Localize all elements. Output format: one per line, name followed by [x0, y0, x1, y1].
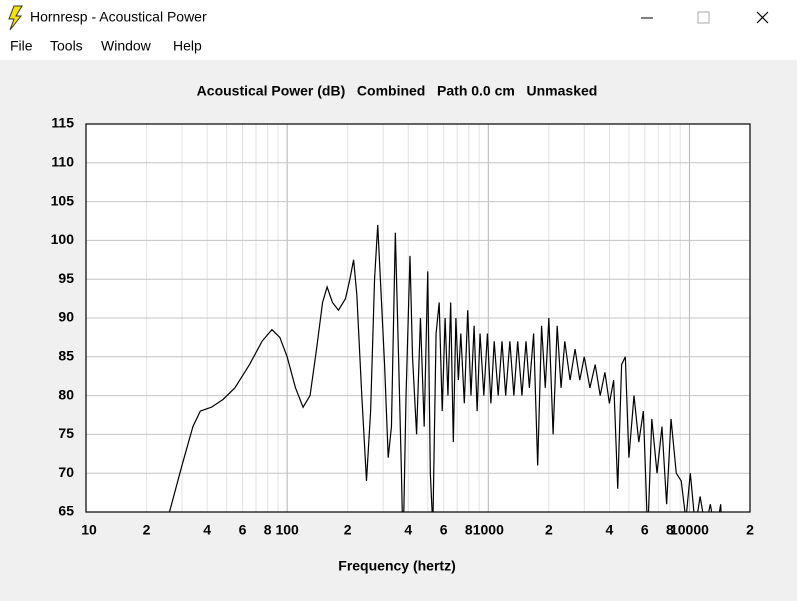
menu-bar — [0, 35, 797, 60]
x-tick-label: 1000 — [473, 522, 504, 538]
plot-border — [85, 123, 751, 513]
y-tick-label: 105 — [51, 192, 75, 208]
x-tick-label: 2 — [344, 522, 352, 538]
title-bar — [0, 0, 797, 35]
y-tick-label: 85 — [58, 348, 74, 364]
menu-item[interactable]: Help — [173, 38, 202, 54]
maximize-button[interactable] — [697, 11, 710, 24]
y-tick-label: 70 — [58, 464, 74, 480]
x-tick-label: 8 — [666, 522, 674, 538]
x-tick-label: 2 — [746, 522, 754, 538]
data-line — [168, 224, 722, 512]
y-tick-label: 100 — [51, 231, 75, 247]
y-tick-label: 90 — [58, 309, 74, 325]
close-button[interactable] — [756, 11, 769, 24]
x-tick-label: 2 — [143, 522, 151, 538]
menu-item[interactable]: File — [10, 38, 33, 54]
chart-title: Acoustical Power (dB) Combined Path 0.0 … — [197, 83, 598, 99]
x-tick-label: 10 — [81, 522, 97, 538]
x-tick-label: 6 — [641, 522, 649, 538]
x-tick-label: 4 — [203, 522, 211, 538]
menu-item[interactable]: Window — [101, 38, 152, 54]
y-tick-label: 75 — [58, 425, 74, 441]
menu-item[interactable]: Tools — [50, 38, 83, 54]
x-tick-label: 6 — [440, 522, 448, 538]
y-tick-label: 115 — [51, 115, 74, 131]
app-icon — [8, 5, 23, 31]
x-tick-label: 4 — [606, 522, 614, 538]
x-tick-label: 10000 — [670, 522, 709, 538]
plot-clip — [168, 224, 722, 512]
x-tick-label: 6 — [239, 522, 247, 538]
x-tick-label: 100 — [275, 522, 299, 538]
y-tick-label: 110 — [51, 154, 74, 170]
x-axis-label: Frequency (hertz) — [338, 558, 455, 574]
x-tick-label: 8 — [465, 522, 473, 538]
window-title: Hornresp - Acoustical Power — [30, 9, 207, 25]
x-tick-label: 4 — [404, 522, 412, 538]
y-tick-label: 95 — [58, 270, 74, 286]
x-tick-label: 8 — [264, 522, 272, 538]
y-tick-label: 65 — [58, 503, 74, 519]
x-tick-label: 2 — [545, 522, 553, 538]
y-tick-label: 80 — [58, 386, 74, 402]
